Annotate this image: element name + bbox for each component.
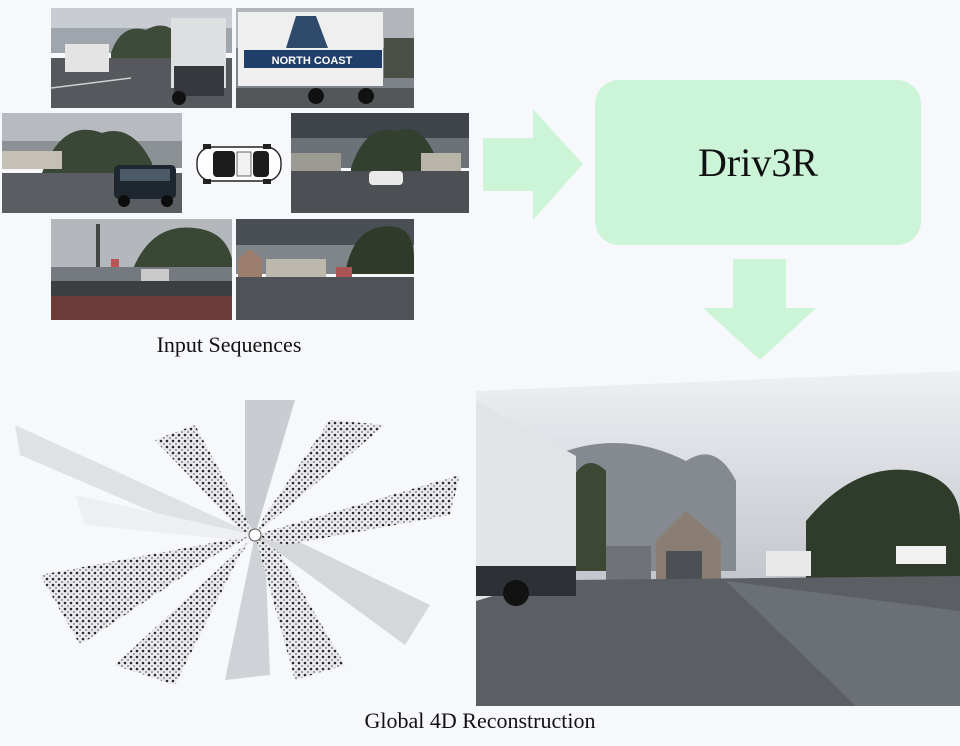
- input-sequences-caption: Input Sequences: [156, 332, 302, 357]
- point-cloud-reconstruction: [15, 400, 460, 685]
- arrow-down-icon: [703, 259, 816, 360]
- rendered-view: [476, 371, 960, 706]
- arrow-right-icon: [483, 109, 583, 220]
- camera-back: [236, 219, 414, 320]
- camera-left: [2, 113, 182, 213]
- model-box: Driv3R: [595, 80, 921, 245]
- camera-right: [291, 113, 469, 213]
- ego-car-icon: [196, 144, 282, 184]
- camera-back-left: [51, 219, 232, 320]
- global-4d-reconstruction-caption: Global 4D Reconstruction: [364, 708, 596, 733]
- truck-sign-text: NORTH COAST: [272, 55, 353, 67]
- camera-front: NORTH COAST: [236, 8, 414, 108]
- camera-front-left: [51, 8, 232, 108]
- model-label: Driv3R: [698, 140, 818, 185]
